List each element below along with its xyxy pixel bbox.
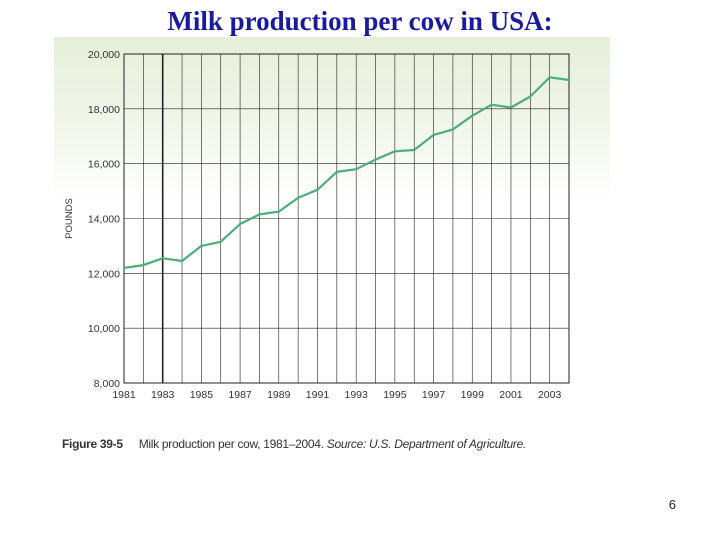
- x-tick-label: 2003: [538, 389, 562, 401]
- data-point-1989: [277, 210, 280, 213]
- y-tick-label: 8,000: [94, 378, 120, 390]
- data-point-2003: [548, 76, 551, 79]
- slide-title: Milk production per cow in USA:: [167, 6, 553, 36]
- y-tick-label: 12,000: [88, 268, 120, 280]
- data-point-1995: [393, 150, 397, 153]
- labels-layer: 8,000 10,000 12,000 14,000 16,000 18,000 20,00…: [64, 49, 562, 401]
- y-tick-label: 14,000: [88, 214, 120, 226]
- data-point-2004: [567, 78, 571, 82]
- figure-caption: Figure 39-5 Milk production per cow, 1981…: [62, 437, 526, 451]
- y-tick-label: 10,000: [88, 323, 120, 335]
- data-point-1987: [238, 222, 242, 226]
- data-point-1981: [122, 266, 126, 270]
- x-tick-label: 1997: [422, 389, 446, 401]
- data-point-1991: [316, 188, 319, 191]
- data-point-1999: [471, 114, 474, 117]
- x-tick-label: 1981: [112, 389, 136, 401]
- x-tick-label: 1991: [306, 389, 330, 401]
- y-axis-title: POUNDS: [64, 198, 75, 239]
- y-tick-label: 16,000: [88, 159, 120, 171]
- data-point-1988: [258, 213, 261, 216]
- data-point-1984: [180, 259, 184, 263]
- data-point-1996: [413, 148, 416, 152]
- grid-layer: [123, 53, 570, 384]
- marks-layer: [122, 76, 571, 270]
- milk-production-chart: 8,000 10,000 12,000 14,000 16,000 18,000 20,00…: [64, 49, 571, 401]
- y-tick-label: 18,000: [88, 104, 120, 116]
- data-point-2000: [490, 103, 493, 106]
- chart-panel: [54, 37, 610, 403]
- x-tick-label: 1985: [190, 389, 214, 401]
- figure-label: Figure 39-5: [62, 437, 123, 451]
- data-point-1982: [142, 263, 145, 267]
- x-tick-label: 1995: [383, 389, 407, 401]
- x-tick-label: 1987: [228, 389, 252, 401]
- caption-text: Milk production per cow, 1981–2004.: [138, 437, 324, 451]
- page-number: 6: [668, 497, 676, 512]
- y-tick-label: 20,000: [88, 49, 120, 61]
- x-tick-label: 1999: [461, 389, 485, 401]
- data-point-1986: [219, 240, 222, 244]
- plot-frame: [123, 53, 570, 384]
- data-point-2002: [529, 95, 532, 98]
- x-tick-label: 2001: [499, 389, 523, 401]
- data-point-1983: [161, 257, 164, 260]
- x-tick-label: 1989: [267, 389, 291, 401]
- data-point-1985: [200, 244, 203, 248]
- x-tick-label: 1983: [151, 389, 175, 401]
- data-point-1993: [354, 167, 358, 171]
- x-tick-label: 1993: [344, 389, 368, 401]
- data-point-1998: [451, 128, 455, 131]
- series-line-0: [123, 76, 570, 269]
- data-point-1992: [335, 170, 339, 174]
- caption-source: Source: U.S. Department of Agriculture.: [326, 437, 527, 451]
- data-point-2001: [509, 106, 513, 109]
- data-point-1994: [374, 158, 377, 161]
- data-point-1997: [432, 133, 435, 137]
- data-point-1990: [296, 196, 300, 200]
